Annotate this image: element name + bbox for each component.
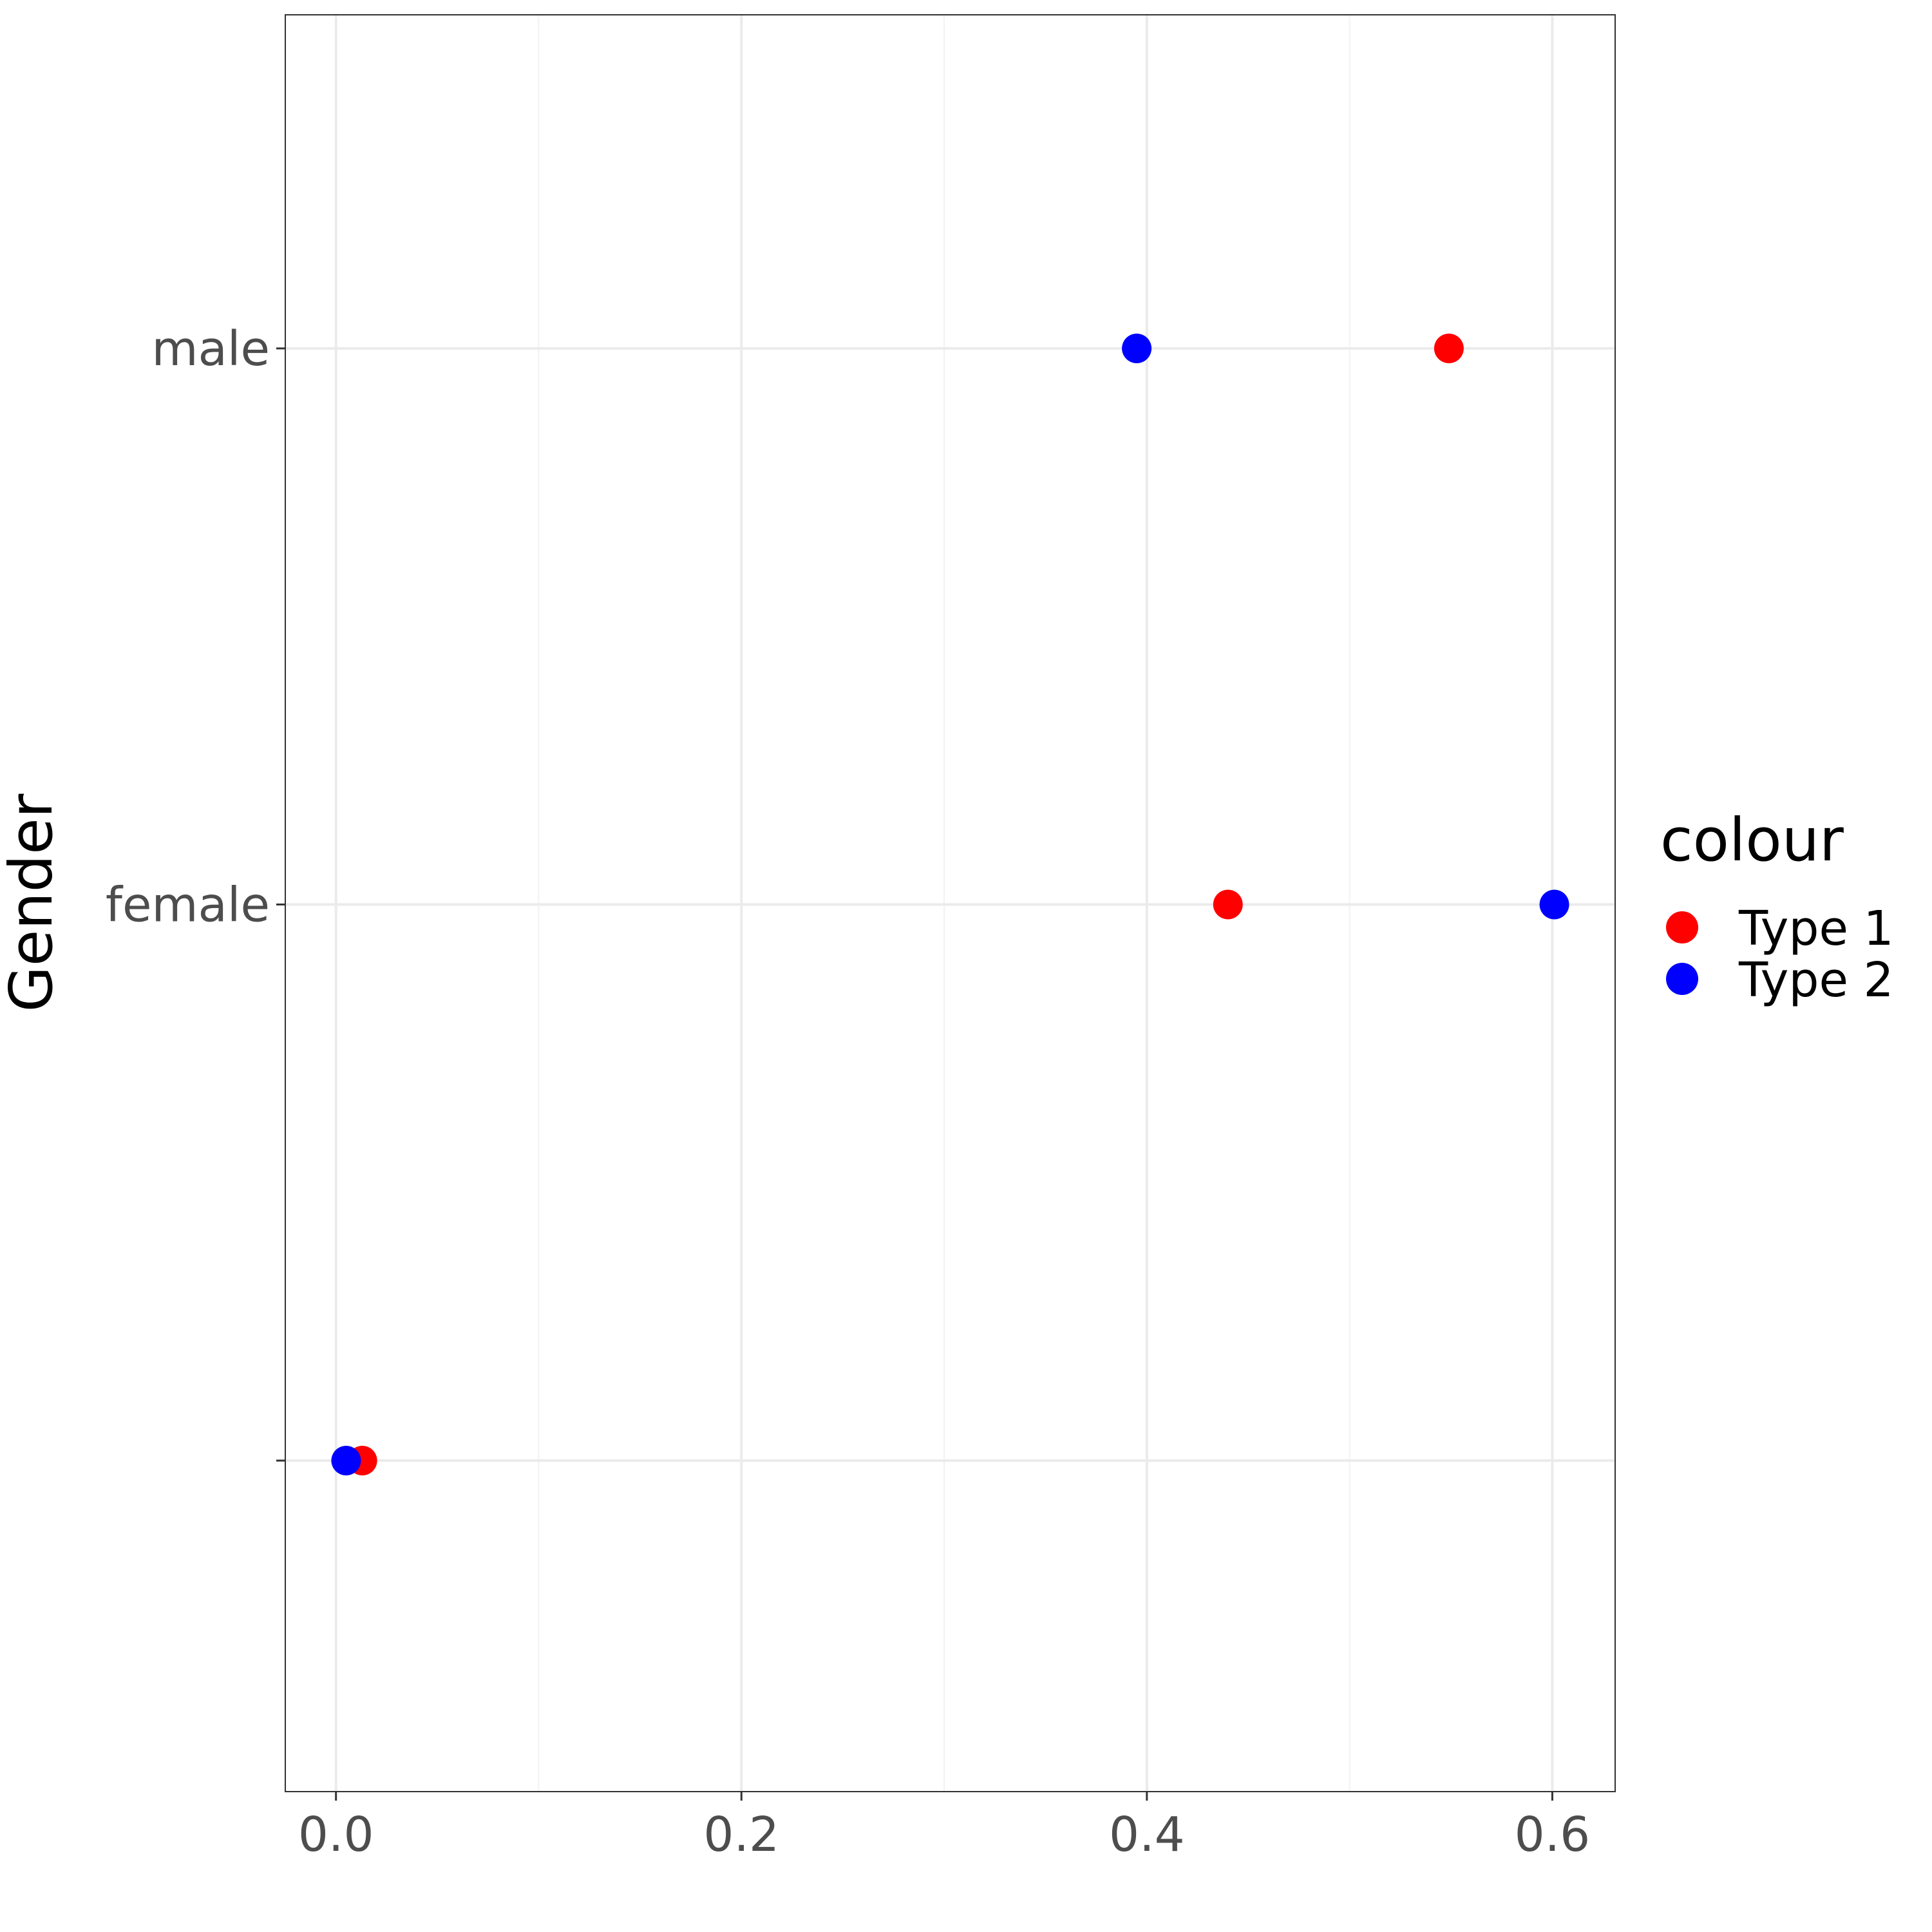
data-point-1 xyxy=(1213,889,1243,920)
legend-key xyxy=(1666,911,1698,943)
y-axis-title: Gender xyxy=(0,793,66,1012)
legend-key xyxy=(1666,963,1698,995)
major-grid xyxy=(285,15,1615,1792)
x-tick-label: 0.0 xyxy=(298,1807,374,1862)
data-points xyxy=(331,334,1569,1475)
data-point-2 xyxy=(1122,334,1152,363)
data-point-2 xyxy=(1539,889,1569,920)
x-tick-label: 0.4 xyxy=(1109,1807,1185,1862)
x-tick-label: 0.6 xyxy=(1515,1807,1591,1862)
legend-title: colour xyxy=(1660,806,1844,875)
data-point-1 xyxy=(1434,334,1464,363)
y-axis: female male xyxy=(106,321,285,1462)
x-axis: 0.0 0.2 0.4 0.6 xyxy=(298,1792,1590,1862)
legend-label: Type 1 xyxy=(1738,901,1894,956)
plot-border xyxy=(285,14,1616,1792)
x-tick-label: 0.2 xyxy=(703,1807,779,1862)
data-point-2 xyxy=(331,1446,361,1475)
y-tick-label: female xyxy=(106,878,270,933)
legend-label: Type 2 xyxy=(1738,952,1894,1008)
y-tick-label: male xyxy=(151,321,270,377)
